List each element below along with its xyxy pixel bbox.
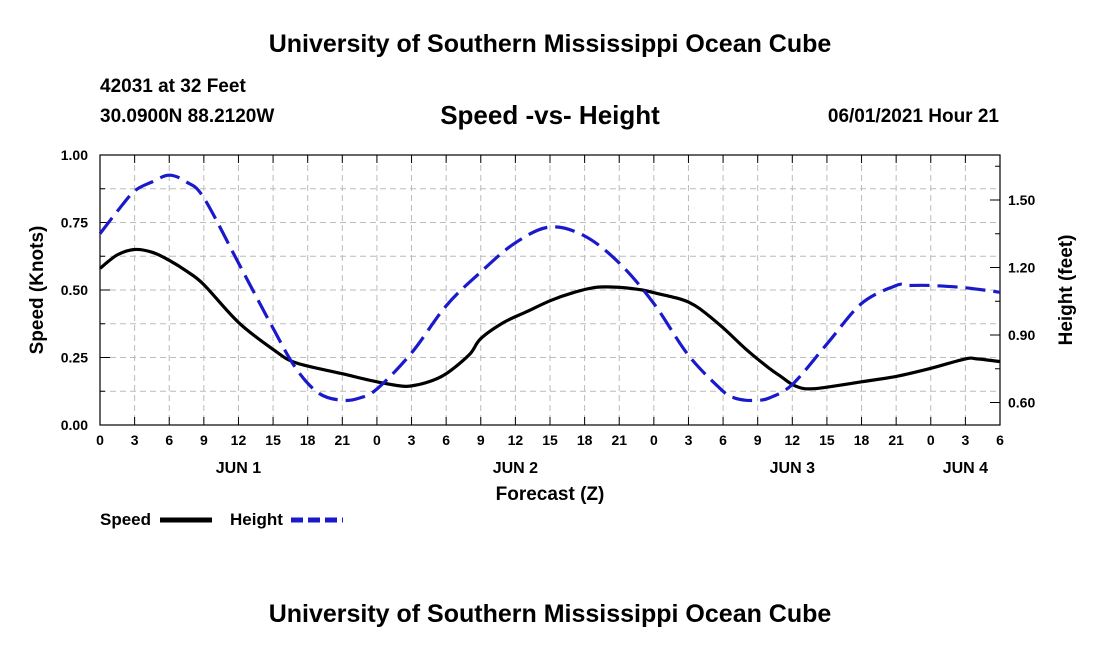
y-tick-label: 1.00 xyxy=(61,147,88,163)
x-tick-label: 0 xyxy=(373,432,381,448)
x-tick-label: 12 xyxy=(231,432,247,448)
plot-frame xyxy=(99,154,1001,426)
x-tick-label: 3 xyxy=(408,432,416,448)
x-tick-label: 0 xyxy=(927,432,935,448)
x-tick-label: 12 xyxy=(508,432,524,448)
x-tick-label: 18 xyxy=(577,432,593,448)
legend-speed-label: Speed xyxy=(100,510,151,529)
y2-tick-label: 1.20 xyxy=(1008,260,1035,276)
x-tick-label: 9 xyxy=(754,432,762,448)
x-tick-label: 6 xyxy=(442,432,450,448)
header-title: University of Southern Mississippi Ocean… xyxy=(268,30,832,58)
station-label: 42031 at 32 Feet xyxy=(100,76,246,97)
x-tick-label: 0 xyxy=(96,432,104,448)
x-tick-label: 15 xyxy=(265,432,281,448)
legend: Speed Height xyxy=(100,510,343,529)
forecast-datetime: 06/01/2021 Hour 21 xyxy=(827,106,999,127)
x-axis-title: Forecast (Z) xyxy=(496,484,605,505)
x-tick-label: 18 xyxy=(854,432,870,448)
speed-series-line xyxy=(98,247,1001,391)
x-tick-label: 3 xyxy=(961,432,969,448)
y2-tick-label: 1.50 xyxy=(1008,192,1035,208)
y-tick-label: 0.25 xyxy=(61,350,88,366)
x-tick-label: 12 xyxy=(785,432,801,448)
x-tick-label: 9 xyxy=(477,432,485,448)
station-coordinates: 30.0900N 88.2120W xyxy=(100,106,275,127)
x-tick-label: 6 xyxy=(719,432,727,448)
x-tick-label: 3 xyxy=(685,432,693,448)
y-axis-title: Speed (Knots) xyxy=(27,226,48,355)
height-series-line xyxy=(98,173,1001,403)
x-tick-label: 21 xyxy=(888,432,904,448)
grid-layer xyxy=(100,155,1000,425)
y2-tick-label: 0.60 xyxy=(1008,395,1035,411)
label-layer: Forecast (Z) Speed (Knots) Height (feet)… xyxy=(27,147,1077,505)
y2-tick-label: 0.90 xyxy=(1008,327,1035,343)
chart-title: Speed -vs- Height xyxy=(440,100,660,130)
x-tick-label: 3 xyxy=(131,432,139,448)
footer-title: University of Southern Mississippi Ocean… xyxy=(268,600,832,628)
series-layer xyxy=(98,173,1001,403)
x-tick-label: 21 xyxy=(611,432,627,448)
x-tick-label: 9 xyxy=(200,432,208,448)
x-tick-label: 15 xyxy=(542,432,558,448)
x-tick-label: 0 xyxy=(650,432,658,448)
x-tick-label: 15 xyxy=(819,432,835,448)
day-label: JUN 4 xyxy=(943,460,988,477)
y-tick-label: 0.75 xyxy=(61,215,88,231)
x-tick-label: 6 xyxy=(996,432,1004,448)
y2-axis-title: Height (feet) xyxy=(1056,235,1077,346)
x-tick-label: 6 xyxy=(165,432,173,448)
x-tick-label: 21 xyxy=(335,432,351,448)
axes-layer xyxy=(99,154,1001,426)
x-tick-label: 18 xyxy=(300,432,316,448)
y-tick-label: 0.00 xyxy=(61,417,88,433)
day-label: JUN 2 xyxy=(493,460,538,477)
legend-height-label: Height xyxy=(230,510,283,529)
day-label: JUN 3 xyxy=(770,460,815,477)
y-tick-label: 0.50 xyxy=(61,282,88,298)
day-label: JUN 1 xyxy=(216,460,261,477)
